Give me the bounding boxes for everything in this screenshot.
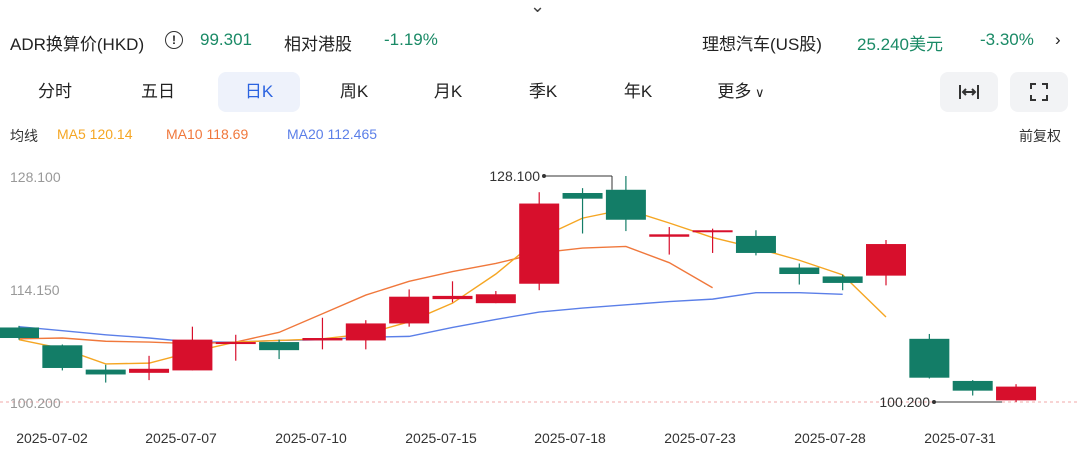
period-tabs: 分时 五日 日K 周K 月K 季K 年K 更多 ∨ <box>0 72 1080 112</box>
candle-body <box>996 386 1037 401</box>
tab-monthly-k[interactable]: 月K <box>433 82 463 101</box>
candle-body <box>909 338 950 378</box>
x-tick-label: 2025-07-10 <box>275 430 347 446</box>
candle-body <box>129 368 170 373</box>
candle-body <box>779 267 820 275</box>
tab-weekly-k[interactable]: 周K <box>339 82 369 101</box>
tab-intraday[interactable]: 分时 <box>38 82 72 101</box>
horizontal-expand-button[interactable] <box>940 72 998 112</box>
tab-more-label: 更多 <box>717 82 752 101</box>
fullscreen-icon <box>1030 83 1048 101</box>
tab-yearly-k[interactable]: 年K <box>623 82 653 101</box>
tab-quarterly-k[interactable]: 季K <box>528 82 558 101</box>
tab-more[interactable]: 更多 ∨ <box>706 72 776 112</box>
candle-body <box>172 339 213 371</box>
y-tick-label: 128.100 <box>10 169 61 185</box>
candle-body <box>822 276 863 283</box>
candle-body <box>519 203 560 284</box>
x-tick-label: 2025-07-15 <box>405 430 477 446</box>
high-label: 128.100 <box>489 168 540 184</box>
candlestick-chart[interactable]: 128.100 114.150 100.200 128.100 100.200 2025-… <box>0 160 1080 460</box>
candle-body <box>605 189 646 220</box>
adr-value: 99.301 <box>200 30 252 49</box>
ma20-line <box>18 291 843 343</box>
ma10-value: MA10 118.69 <box>166 126 249 142</box>
x-tick-label: 2025-07-02 <box>16 430 88 446</box>
low-label: 100.200 <box>879 394 930 410</box>
candle-body <box>215 342 256 345</box>
candle-body <box>475 294 516 304</box>
tab-daily-k[interactable]: 日K <box>218 72 300 112</box>
relative-label: 相对港股 <box>284 35 352 54</box>
candle-body <box>952 380 993 391</box>
ma5-value: MA5 120.14 <box>57 126 133 142</box>
x-tick-label: 2025-07-07 <box>145 430 217 446</box>
candle-body <box>432 295 473 300</box>
candle-body <box>649 234 690 237</box>
quote-info-row: ADR换算价(HKD) ! 99.301 相对港股 -1.19% 理想汽车(US… <box>0 30 1080 58</box>
us-price: 25.240美元 <box>857 35 943 54</box>
ma10-line <box>18 245 713 345</box>
candle-body <box>692 230 733 233</box>
adjust-mode[interactable]: 前复权 <box>1019 128 1061 144</box>
low-annotation-dot <box>932 400 936 404</box>
x-tick-label: 2025-07-28 <box>794 430 866 446</box>
ma-label: 均线 <box>10 128 38 144</box>
x-tick-label: 2025-07-31 <box>924 430 996 446</box>
ma20-value: MA20 112.465 <box>287 126 378 142</box>
candle-body <box>302 338 343 341</box>
relative-value: -1.19% <box>384 30 438 49</box>
info-icon[interactable]: ! <box>165 31 183 49</box>
fullscreen-button[interactable] <box>1010 72 1068 112</box>
candle-body <box>866 244 906 276</box>
x-tick-label: 2025-07-18 <box>534 430 606 446</box>
candle-body <box>259 342 300 351</box>
x-tick-label: 2025-07-23 <box>664 430 736 446</box>
candle-body <box>0 327 39 339</box>
collapse-chevron-icon[interactable]: ⌄ <box>530 0 546 16</box>
candle-body <box>735 235 776 253</box>
candle-body <box>85 369 126 375</box>
candle-body <box>562 193 603 199</box>
candle-body <box>345 323 386 341</box>
y-tick-label: 100.200 <box>10 395 61 411</box>
y-tick-label: 114.150 <box>10 282 60 298</box>
candle-body <box>42 345 83 368</box>
chevron-right-icon[interactable]: › <box>1055 30 1061 49</box>
horizontal-expand-icon <box>959 85 979 99</box>
candle-body <box>389 296 430 324</box>
us-stock-label[interactable]: 理想汽车(US股) <box>702 35 822 54</box>
high-annotation-dot <box>542 174 546 178</box>
chevron-down-icon: ∨ <box>751 85 765 100</box>
us-change: -3.30% <box>980 30 1034 49</box>
adr-label: ADR换算价(HKD) <box>10 35 145 54</box>
tab-five-day[interactable]: 五日 <box>141 82 175 101</box>
